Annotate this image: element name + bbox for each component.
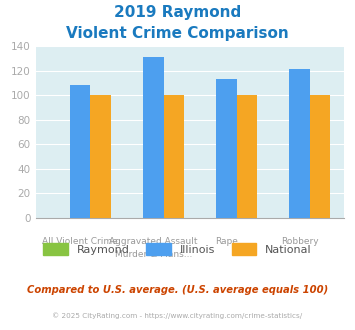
Text: Robbery: Robbery xyxy=(281,237,318,246)
Bar xyxy=(237,95,257,218)
Text: © 2025 CityRating.com - https://www.cityrating.com/crime-statistics/: © 2025 CityRating.com - https://www.city… xyxy=(53,312,302,318)
Text: All Violent Crime: All Violent Crime xyxy=(42,237,118,246)
Bar xyxy=(289,70,310,218)
Text: Murder & Mans...: Murder & Mans... xyxy=(115,250,192,259)
Bar xyxy=(70,85,91,218)
Bar xyxy=(164,95,184,218)
Bar xyxy=(91,95,111,218)
Bar xyxy=(310,95,330,218)
Bar xyxy=(216,79,237,218)
Text: Rape: Rape xyxy=(215,237,238,246)
Bar xyxy=(143,57,164,218)
Legend: Raymond, Illinois, National: Raymond, Illinois, National xyxy=(39,239,316,259)
Text: Aggravated Assault: Aggravated Assault xyxy=(109,237,198,246)
Text: Violent Crime Comparison: Violent Crime Comparison xyxy=(66,26,289,41)
Text: 2019 Raymond: 2019 Raymond xyxy=(114,5,241,20)
Text: Compared to U.S. average. (U.S. average equals 100): Compared to U.S. average. (U.S. average … xyxy=(27,285,328,295)
